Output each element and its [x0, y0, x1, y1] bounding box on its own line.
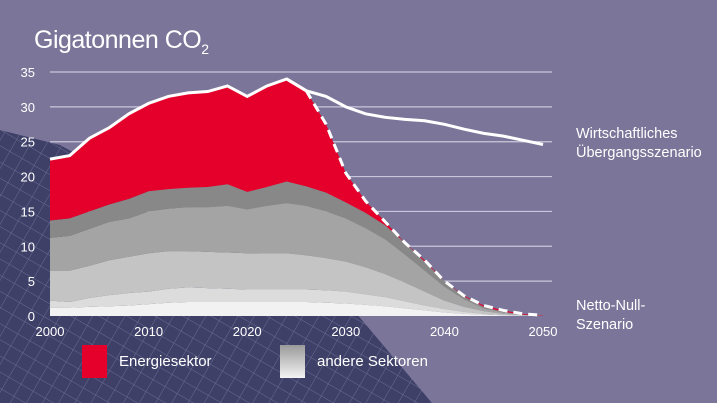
other-sector-area-2 — [50, 287, 543, 316]
netzero-scenario-label: Netto-Null- Szenario — [576, 297, 645, 335]
legend-others: andere Sektoren — [280, 345, 428, 378]
netzero-scenario-line — [305, 90, 544, 317]
y-tick-label: 5 — [28, 274, 35, 289]
x-tick-label: 2010 — [134, 324, 163, 339]
y-tick-label: 25 — [21, 135, 35, 150]
title-text: Gigatonnen CO — [34, 26, 202, 54]
y-tick-label: 10 — [21, 239, 35, 254]
economic-label-line2: Übergangsszenario — [576, 145, 702, 161]
x-tick-label: 2040 — [430, 324, 459, 339]
legend-energy-label: Energiesektor — [119, 353, 212, 370]
y-tick-label: 20 — [21, 170, 35, 185]
other-sector-area-1 — [50, 302, 543, 316]
netzero-label-line2: Szenario — [576, 317, 634, 333]
title-subscript: 2 — [201, 41, 209, 57]
legend-energy: Energiesektor — [82, 345, 212, 378]
economic-scenario-line — [285, 77, 544, 146]
other-sector-area-3 — [50, 251, 543, 316]
economic-scenario-label: Wirtschaftliches Übergangsszenario — [576, 125, 702, 163]
x-tick-label: 2020 — [233, 324, 262, 339]
y-tick-label: 35 — [21, 65, 35, 80]
x-tick-label: 2030 — [331, 324, 360, 339]
other-sector-area-4 — [50, 203, 543, 316]
legend-others-label: andere Sektoren — [317, 353, 428, 370]
y-tick-label: 0 — [28, 309, 35, 324]
netzero-label-line1: Netto-Null- — [576, 298, 646, 314]
legend-energy-swatch — [82, 345, 107, 378]
chart-title: Gigatonnen CO2 — [34, 26, 209, 57]
historical-emissions-line — [49, 77, 308, 161]
y-tick-label: 30 — [21, 100, 35, 115]
y-tick-label: 15 — [21, 204, 35, 219]
legend-others-swatch — [280, 345, 305, 378]
x-tick-label: 2050 — [529, 324, 558, 339]
economic-label-line1: Wirtschaftliches — [576, 126, 678, 142]
x-tick-label: 2000 — [36, 324, 65, 339]
